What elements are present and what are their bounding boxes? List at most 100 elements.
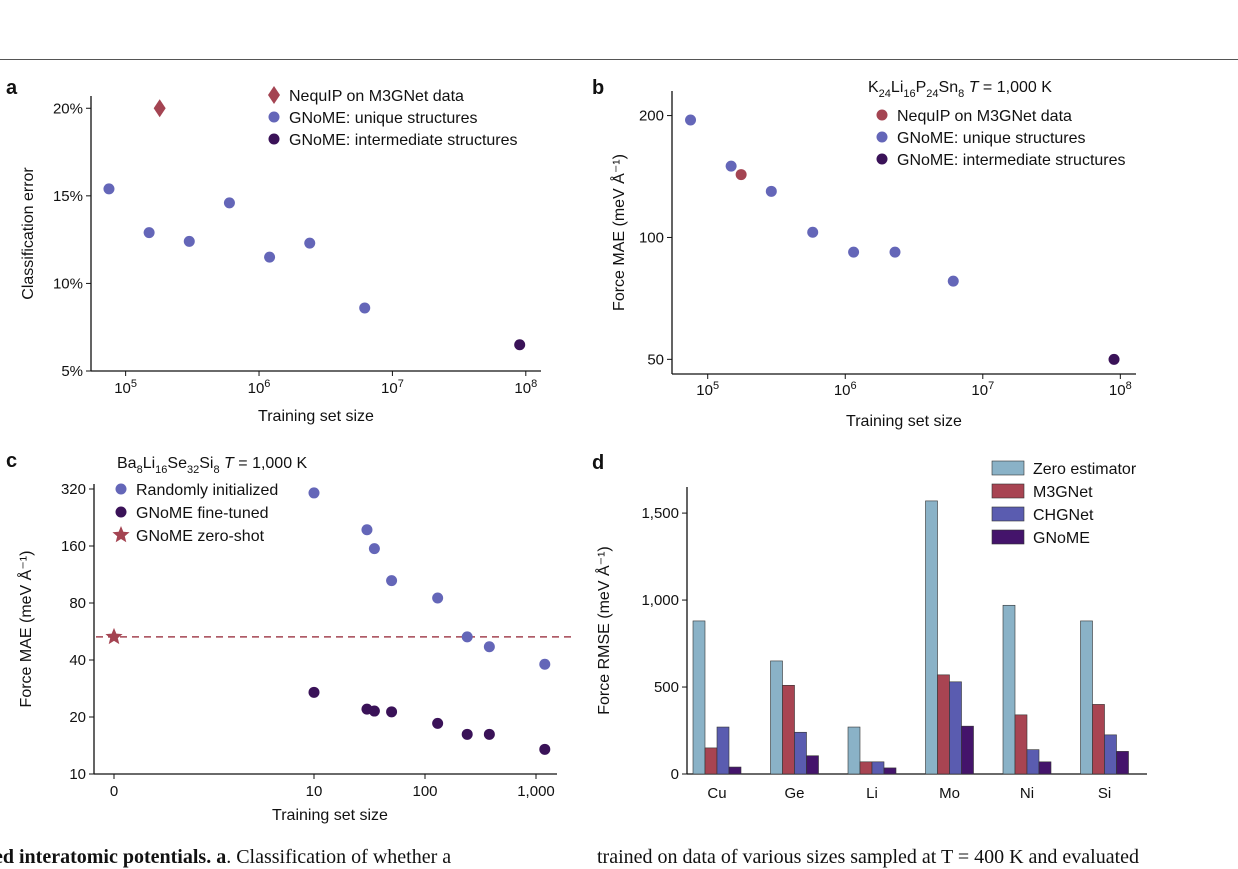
panel-c-legend-marker-2 (112, 526, 130, 543)
panel-a: a 105 106 107 108 5% 10% 15% 20% Training set siz… (6, 77, 541, 425)
panel-c-xtick-label-1: 10 (306, 783, 323, 800)
panel-c-xtick-label-0: 0 (110, 783, 118, 800)
panel-d-ytick-label-1: 500 (654, 679, 679, 696)
panel-c-point-0-3 (386, 575, 398, 587)
panel-d-bar-Mo-0 (925, 500, 938, 775)
panel-a-legend-label-1: GNoME: unique structures (289, 110, 478, 127)
panel-b-xtick-label-3: 108 (1109, 380, 1132, 399)
panel-d-bar-Cu-1 (704, 747, 718, 775)
panel-c-point-0-7 (539, 658, 551, 670)
panel-a-ytick-label-0: 5% (61, 363, 83, 380)
panel-d-bar-Cu-0 (692, 620, 706, 775)
panel-c-point-1-7 (539, 743, 551, 755)
panel-b-point-1-5 (889, 246, 901, 258)
panel-b-title: K24Li16P24Sn8 T = 1,000 K (868, 79, 1052, 100)
panel-d-legend-swatch-0 (991, 460, 1025, 476)
panel-d-bar-Si-1 (1092, 704, 1105, 775)
panel-b-label: b (592, 77, 604, 99)
panel-c-xtick-label-3: 1,000 (517, 783, 555, 800)
panel-d-bar-Mo-1 (937, 674, 950, 775)
panel-c-legend-label-1: GNoME fine-tuned (136, 505, 269, 522)
panel-c-point-1-0 (308, 686, 320, 698)
panel-c-label: c (6, 450, 17, 472)
panel-d-category-2: Li (866, 785, 878, 802)
panel-d-bar-Mo-2 (949, 681, 962, 775)
panel-d-bar-Si-3 (1116, 751, 1129, 775)
panel-b-point-1-3 (807, 226, 819, 238)
panel-b-ytick-label-1: 100 (639, 229, 664, 246)
panel-b-xtick-label-2: 107 (971, 380, 994, 399)
panel-c-point-0-1 (361, 524, 373, 536)
panel-c-point-0-4 (432, 592, 444, 604)
panel-d-bar-Cu-3 (728, 766, 742, 775)
panel-d-bar-Si-0 (1080, 620, 1093, 775)
panel-c-ylabel: Force MAE (meV Å⁻¹) (16, 551, 35, 708)
panel-c-point-0-6 (483, 641, 495, 653)
panel-c-ytick-label-5: 320 (61, 481, 86, 498)
panel-c-xlabel: Training set size (272, 807, 388, 824)
panel-c-point-0-5 (461, 631, 473, 643)
panel-c: c 0 10 100 1,000 10 20 40 80 160 320 Training set s… (6, 450, 571, 824)
panel-d-bar-Ge-2 (794, 731, 807, 775)
panel-d-legend-swatch-3 (991, 529, 1025, 545)
panel-c-point-0-2 (368, 543, 380, 555)
panel-d-category-0: Cu (707, 785, 726, 802)
panel-c-xtick-label-2: 100 (412, 783, 437, 800)
panel-b-xtick-label-1: 106 (834, 380, 857, 399)
panel-d-bar-Ge-1 (782, 684, 795, 775)
caption-right: trained on data of various sizes sampled… (597, 846, 1140, 868)
panel-b-legend-marker-0 (876, 109, 888, 121)
panel-b-ytick-label-2: 200 (639, 108, 664, 125)
panel-c-ytick-label-2: 40 (69, 652, 86, 669)
panel-a-xtick-label-0: 105 (114, 378, 137, 397)
panel-c-legend-marker-1 (115, 506, 127, 518)
panel-c-point-1-3 (386, 706, 398, 718)
panel-a-legend-marker-0 (268, 86, 280, 104)
panel-d-category-1: Ge (784, 785, 804, 802)
panel-a-point-1-2 (183, 235, 195, 247)
panel-c-point-0-0 (308, 487, 320, 499)
panel-a-point-1-4 (264, 251, 276, 263)
panel-b-legend-label-2: GNoME: intermediate structures (897, 152, 1126, 169)
panel-d-bar-Mo-3 (961, 725, 974, 775)
panel-b-xlabel: Training set size (846, 413, 962, 430)
panel-d-bar-Li-0 (847, 726, 861, 775)
panel-d-bar-Li-2 (871, 761, 885, 775)
panel-a-point-1-5 (304, 237, 316, 249)
panel-a-point-1-3 (223, 197, 235, 209)
panel-c-ytick-label-3: 80 (69, 595, 86, 612)
panel-b-legend-label-1: GNoME: unique structures (897, 130, 1086, 147)
panel-d-legend-swatch-1 (991, 483, 1025, 499)
panel-c-point-2-0 (105, 627, 123, 645)
panel-a-legend-marker-1 (268, 111, 280, 123)
panel-a-ytick-label-1: 10% (53, 275, 83, 292)
panel-a-point-1-6 (359, 302, 371, 314)
panel-c-point-1-5 (461, 728, 473, 740)
panel-b-point-0-0 (735, 169, 747, 181)
panel-a-point-1-1 (143, 227, 155, 239)
panel-b-point-2-0 (1108, 353, 1120, 365)
panel-d-legend-label-0: Zero estimator (1033, 461, 1137, 478)
panel-a-point-2-0 (514, 339, 526, 351)
panel-d-bar-Ni-2 (1026, 749, 1040, 775)
panel-b-legend-label-0: NequIP on M3GNet data (897, 108, 1072, 125)
caption-left-text: . Classification of whether a (226, 846, 452, 868)
panel-d-legend-label-3: GNoME (1033, 530, 1090, 547)
panel-d-bar-Ni-0 (1002, 604, 1016, 775)
panel-d-legend-label-1: M3GNet (1033, 484, 1093, 501)
panel-a-ytick-label-2: 15% (53, 188, 83, 205)
panel-c-ytick-label-0: 10 (69, 766, 86, 783)
panel-a-legend-label-0: NequIP on M3GNet data (289, 88, 464, 105)
panel-d-bar-Li-1 (859, 761, 873, 775)
panel-c-title: Ba8Li16Se32Si8 T = 1,000 K (117, 455, 308, 476)
caption-left: ed interatomic potentials. a. Classifica… (0, 846, 451, 869)
panel-b-ylabel: Force MAE (meV Å⁻¹) (609, 154, 628, 311)
panel-d-ytick-label-3: 1,500 (641, 505, 679, 522)
panel-a-xlabel: Training set size (258, 408, 374, 425)
panel-c-ytick-label-1: 20 (69, 709, 86, 726)
panel-d-bar-Ni-1 (1014, 714, 1028, 775)
panel-c-legend-marker-0 (115, 483, 127, 495)
panel-b-xtick-label-0: 105 (696, 380, 719, 399)
panel-a-ylabel: Classification error (20, 167, 37, 300)
panel-a-label: a (6, 77, 18, 99)
